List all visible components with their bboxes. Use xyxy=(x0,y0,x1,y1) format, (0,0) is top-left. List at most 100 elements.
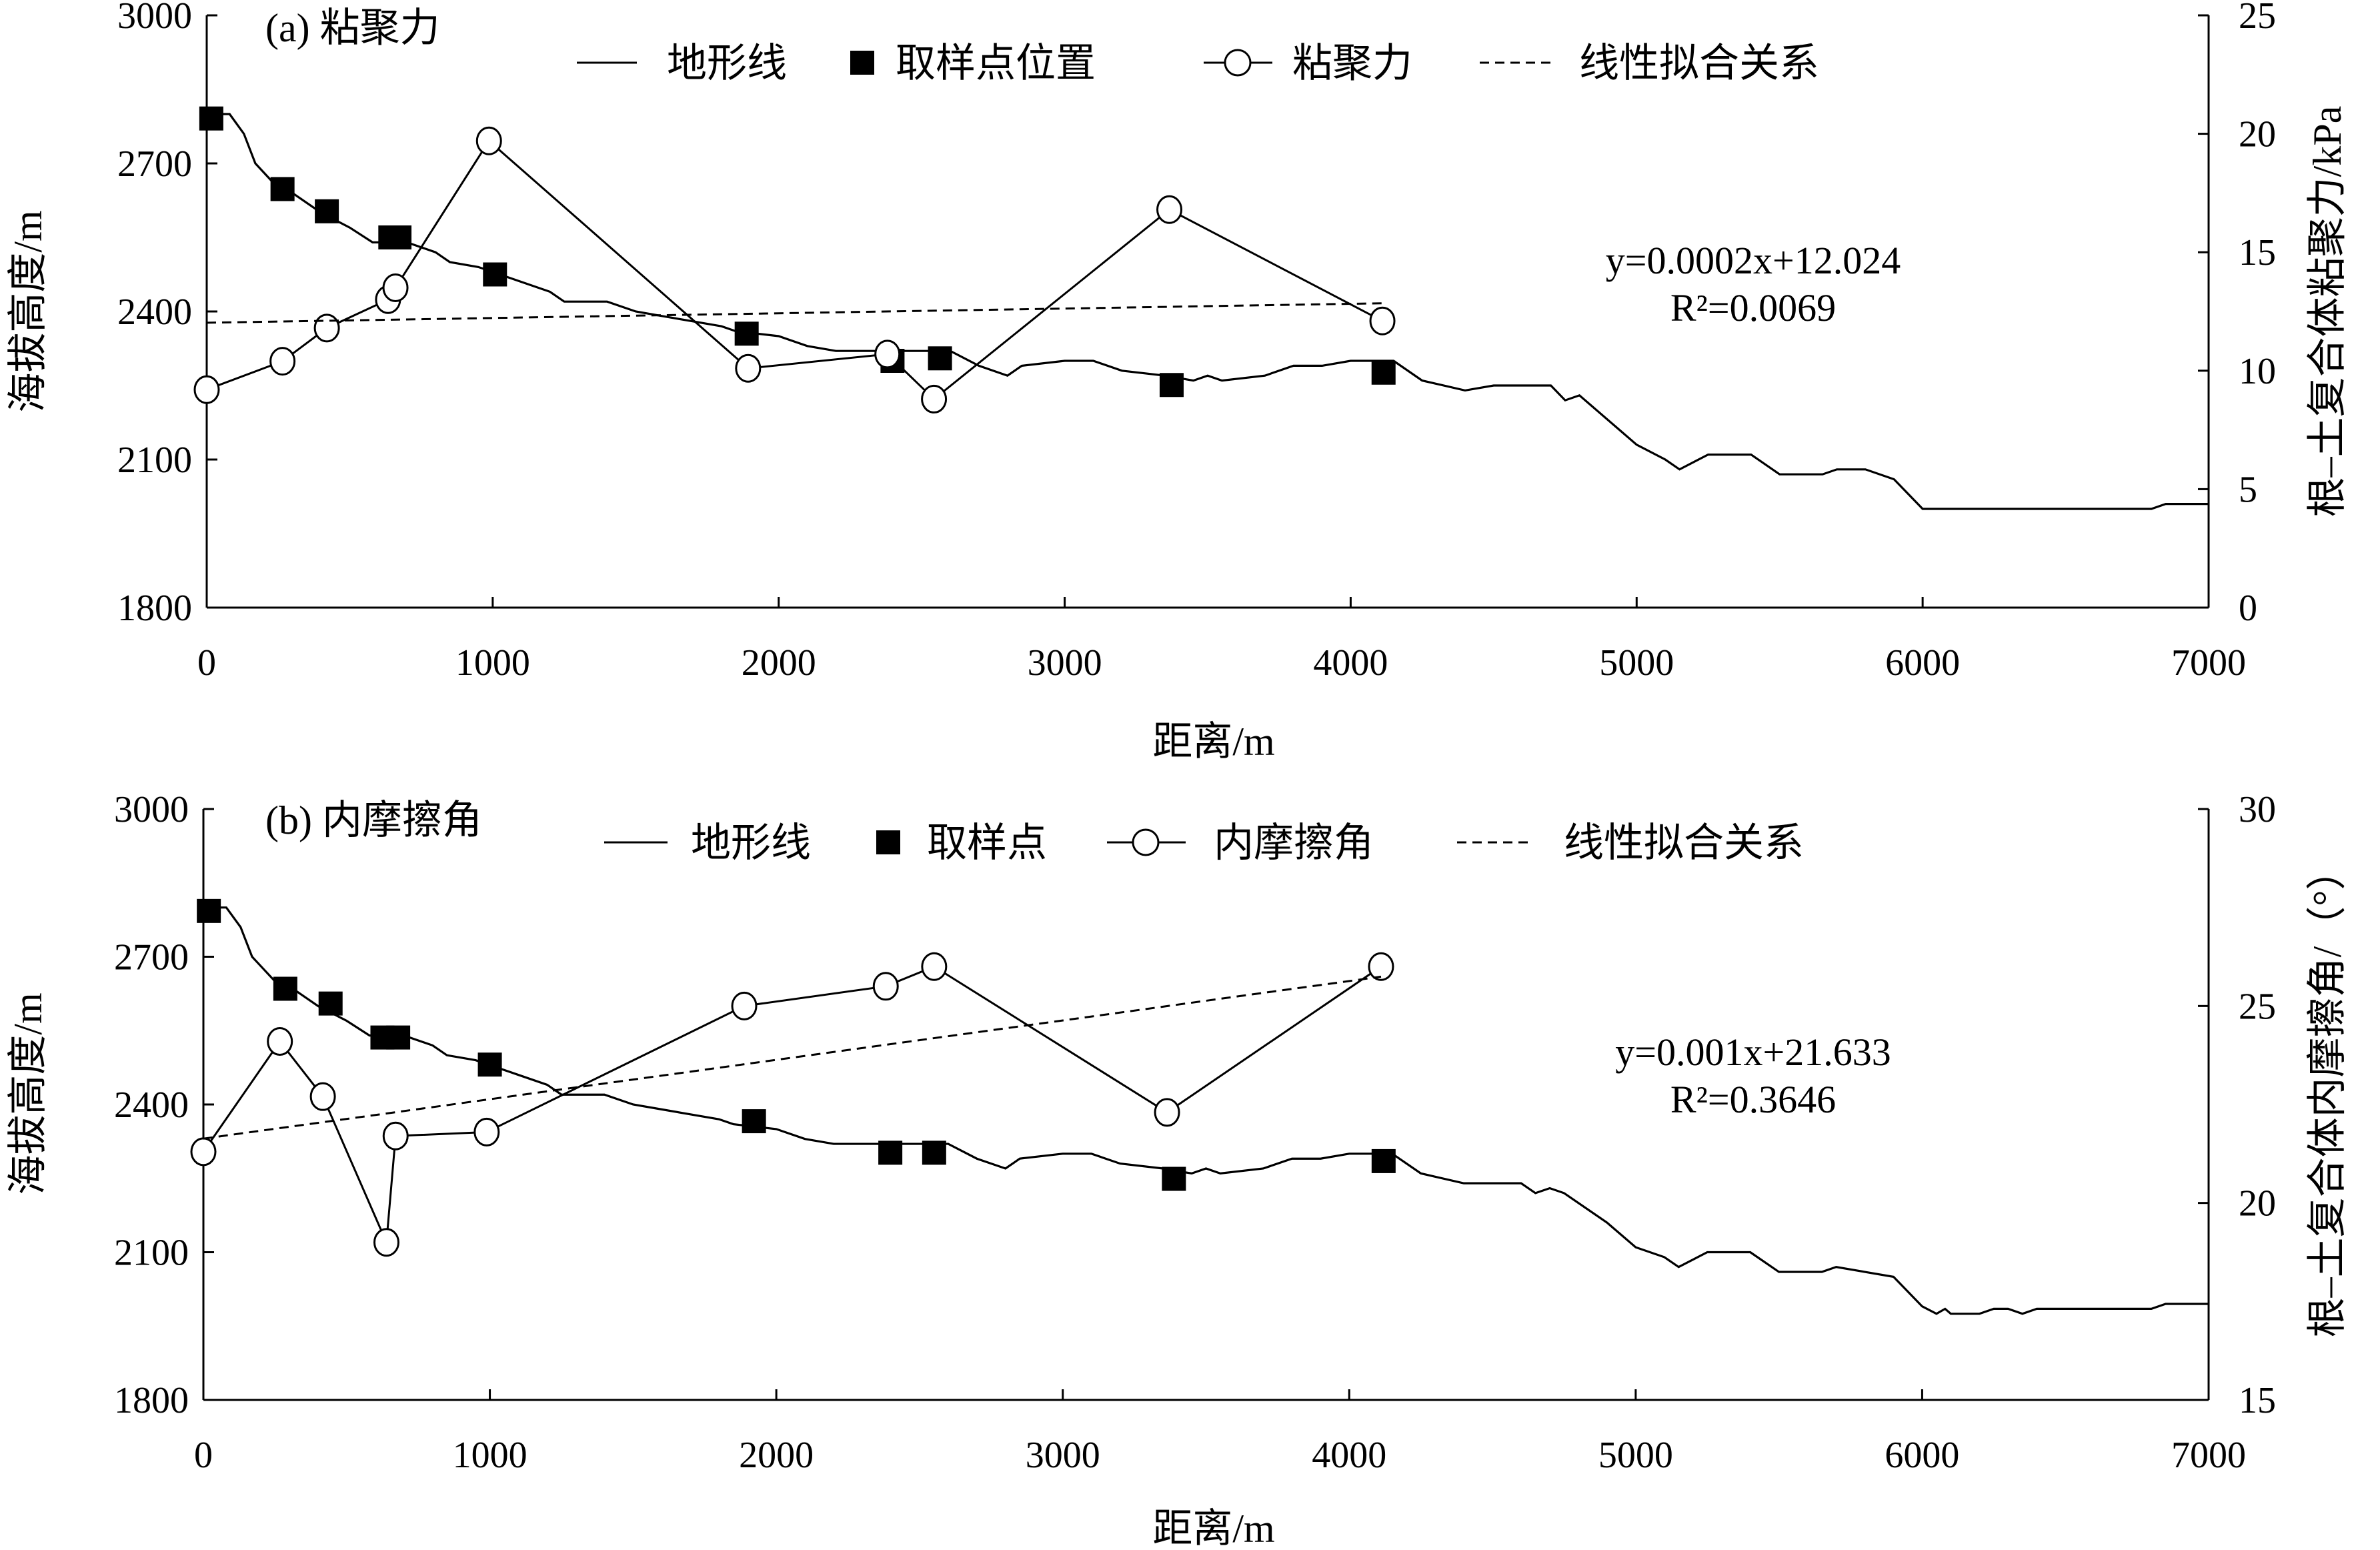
right-y-tick-label: 20 xyxy=(2239,1183,2276,1225)
sample-point-marker xyxy=(273,976,297,1001)
left-y-tick-label: 2100 xyxy=(114,1233,189,1274)
measured-value-point xyxy=(921,952,948,981)
measured-value-point xyxy=(267,1026,293,1056)
x-tick-label: 0 xyxy=(194,1435,213,1476)
left-y-tick-label: 2400 xyxy=(117,291,192,333)
x-tick-label: 4000 xyxy=(1313,642,1388,684)
sample-point-marker xyxy=(1159,373,1184,398)
measured-value-point xyxy=(1154,1098,1180,1127)
sample-point-marker xyxy=(197,898,221,923)
right-y-tick-label: 25 xyxy=(2239,0,2276,37)
legend-sample-square-icon xyxy=(850,51,874,75)
left-y-tick-label: 3000 xyxy=(117,0,192,37)
panel-b-label: (b) 内摩擦角 xyxy=(265,798,482,842)
x-tick-label: 0 xyxy=(197,642,216,684)
measured-value-point xyxy=(373,1228,399,1257)
left-y-tick-label: 3000 xyxy=(114,789,189,830)
left-y-tick-label: 2100 xyxy=(117,440,192,481)
right-y-tick-label: 0 xyxy=(2239,588,2257,629)
x-tick-label: 1000 xyxy=(453,1435,527,1476)
measured-value-point xyxy=(309,1082,336,1111)
sample-point-marker xyxy=(922,1140,946,1165)
legend-cohesion-circle-icon xyxy=(1224,49,1252,77)
legend-friction-circle-icon xyxy=(1132,828,1160,856)
measured-value-point xyxy=(735,353,762,383)
measured-value-point xyxy=(921,384,948,414)
linear-fit-line xyxy=(206,302,1383,324)
legend-cohesion-label: 粘聚力 xyxy=(1292,41,1412,85)
measured-value-point xyxy=(382,273,409,302)
right-y-tick-label: 15 xyxy=(2239,1380,2276,1421)
sample-point-marker xyxy=(477,1052,502,1077)
x-tick-label: 2000 xyxy=(742,642,816,684)
panel-b-friction-angle: (b) 内摩擦角 距离/m 海拔高度/m 根–土复合体内摩擦角/（°） y=0.… xyxy=(6,789,2349,1550)
sample-point-marker xyxy=(742,1109,766,1134)
panel-a-legend: 地形线 取样点位置 粘聚力 线性拟合关系 xyxy=(577,41,1819,85)
measured-value-point xyxy=(269,347,296,376)
sample-point-marker xyxy=(734,321,759,346)
measured-value-point xyxy=(473,1117,500,1146)
panel-b-left-y-axis-title: 海拔高度/m xyxy=(6,992,50,1195)
x-tick-label: 6000 xyxy=(1885,642,1960,684)
left-y-tick-label: 2700 xyxy=(117,143,192,185)
measured-value-point xyxy=(190,1137,217,1167)
legend-terrain-label: 地形线 xyxy=(667,41,787,85)
measured-value-line xyxy=(202,965,1382,1243)
measured-value-point xyxy=(382,1121,409,1150)
panel-b-legend: 地形线 取样点 内摩擦角 线性拟合关系 xyxy=(604,821,1804,865)
sample-point-marker xyxy=(270,177,295,201)
legend-friction-label: 内摩擦角 xyxy=(1214,821,1374,865)
measured-value-line xyxy=(206,139,1383,401)
terrain-line xyxy=(203,906,2209,1315)
right-y-tick-label: 30 xyxy=(2239,789,2276,830)
measured-value-point xyxy=(874,339,901,369)
measured-value-point xyxy=(872,972,899,1001)
right-y-tick-label: 10 xyxy=(2239,351,2276,392)
x-tick-label: 4000 xyxy=(1312,1435,1386,1476)
x-tick-label: 7000 xyxy=(2171,1435,2246,1476)
left-y-tick-label: 2400 xyxy=(114,1084,189,1126)
x-tick-label: 1000 xyxy=(455,642,530,684)
panel-b-r-squared: R²=0.3646 xyxy=(1670,1078,1836,1121)
panel-a-x-axis-title: 距离/m xyxy=(1152,720,1274,764)
x-tick-label: 5000 xyxy=(1599,642,1674,684)
right-y-tick-label: 5 xyxy=(2239,469,2257,510)
legend-fit-label: 线性拟合关系 xyxy=(1564,821,1804,865)
x-tick-label: 7000 xyxy=(2171,642,2246,684)
panel-a-right-y-axis-title: 根–土复合体粘聚力/kPa xyxy=(2305,106,2349,518)
panel-a-regression-equation: y=0.0002x+12.024 xyxy=(1606,239,1901,282)
measured-value-point xyxy=(313,313,340,343)
sample-point-marker xyxy=(1162,1167,1186,1191)
legend-sample-label: 取样点位置 xyxy=(896,41,1096,85)
panel-b-right-y-axis-title: 根–土复合体内摩擦角/（°） xyxy=(2305,850,2349,1338)
panel-b-x-axis-title: 距离/m xyxy=(1152,1507,1274,1550)
legend-fit-label: 线性拟合关系 xyxy=(1579,41,1819,85)
sample-point-marker xyxy=(1371,1148,1396,1173)
panel-a-label: (a) 粘聚力 xyxy=(265,6,440,50)
legend-sample-square-icon xyxy=(876,830,900,854)
measured-value-point xyxy=(1369,306,1396,335)
panel-a-cohesion: (a) 粘聚力 距离/m 海拔高度/m 根–土复合体粘聚力/kPa y=0.00… xyxy=(6,0,2349,764)
linear-fit-line xyxy=(203,975,1382,1140)
sample-point-marker xyxy=(1371,360,1396,385)
x-tick-label: 6000 xyxy=(1885,1435,1959,1476)
sample-point-marker xyxy=(483,262,507,287)
panel-a-r-squared: R²=0.0069 xyxy=(1670,286,1836,329)
x-tick-label: 3000 xyxy=(1026,1435,1100,1476)
x-tick-label: 3000 xyxy=(1028,642,1102,684)
measured-value-point xyxy=(193,375,220,404)
panel-b-regression-equation: y=0.001x+21.633 xyxy=(1615,1030,1891,1074)
x-tick-label: 2000 xyxy=(739,1435,814,1476)
right-y-tick-label: 20 xyxy=(2239,114,2276,155)
measured-value-point xyxy=(1368,952,1394,981)
panel-a-left-y-axis-title: 海拔高度/m xyxy=(6,210,50,412)
sample-point-marker xyxy=(315,199,339,223)
sample-point-marker xyxy=(878,1140,903,1165)
measured-value-point xyxy=(731,991,758,1020)
right-y-tick-label: 25 xyxy=(2239,986,2276,1027)
left-y-tick-label: 2700 xyxy=(114,937,189,978)
sample-point-marker xyxy=(199,106,223,131)
left-y-tick-label: 1800 xyxy=(117,588,192,629)
measured-value-point xyxy=(1156,195,1183,224)
